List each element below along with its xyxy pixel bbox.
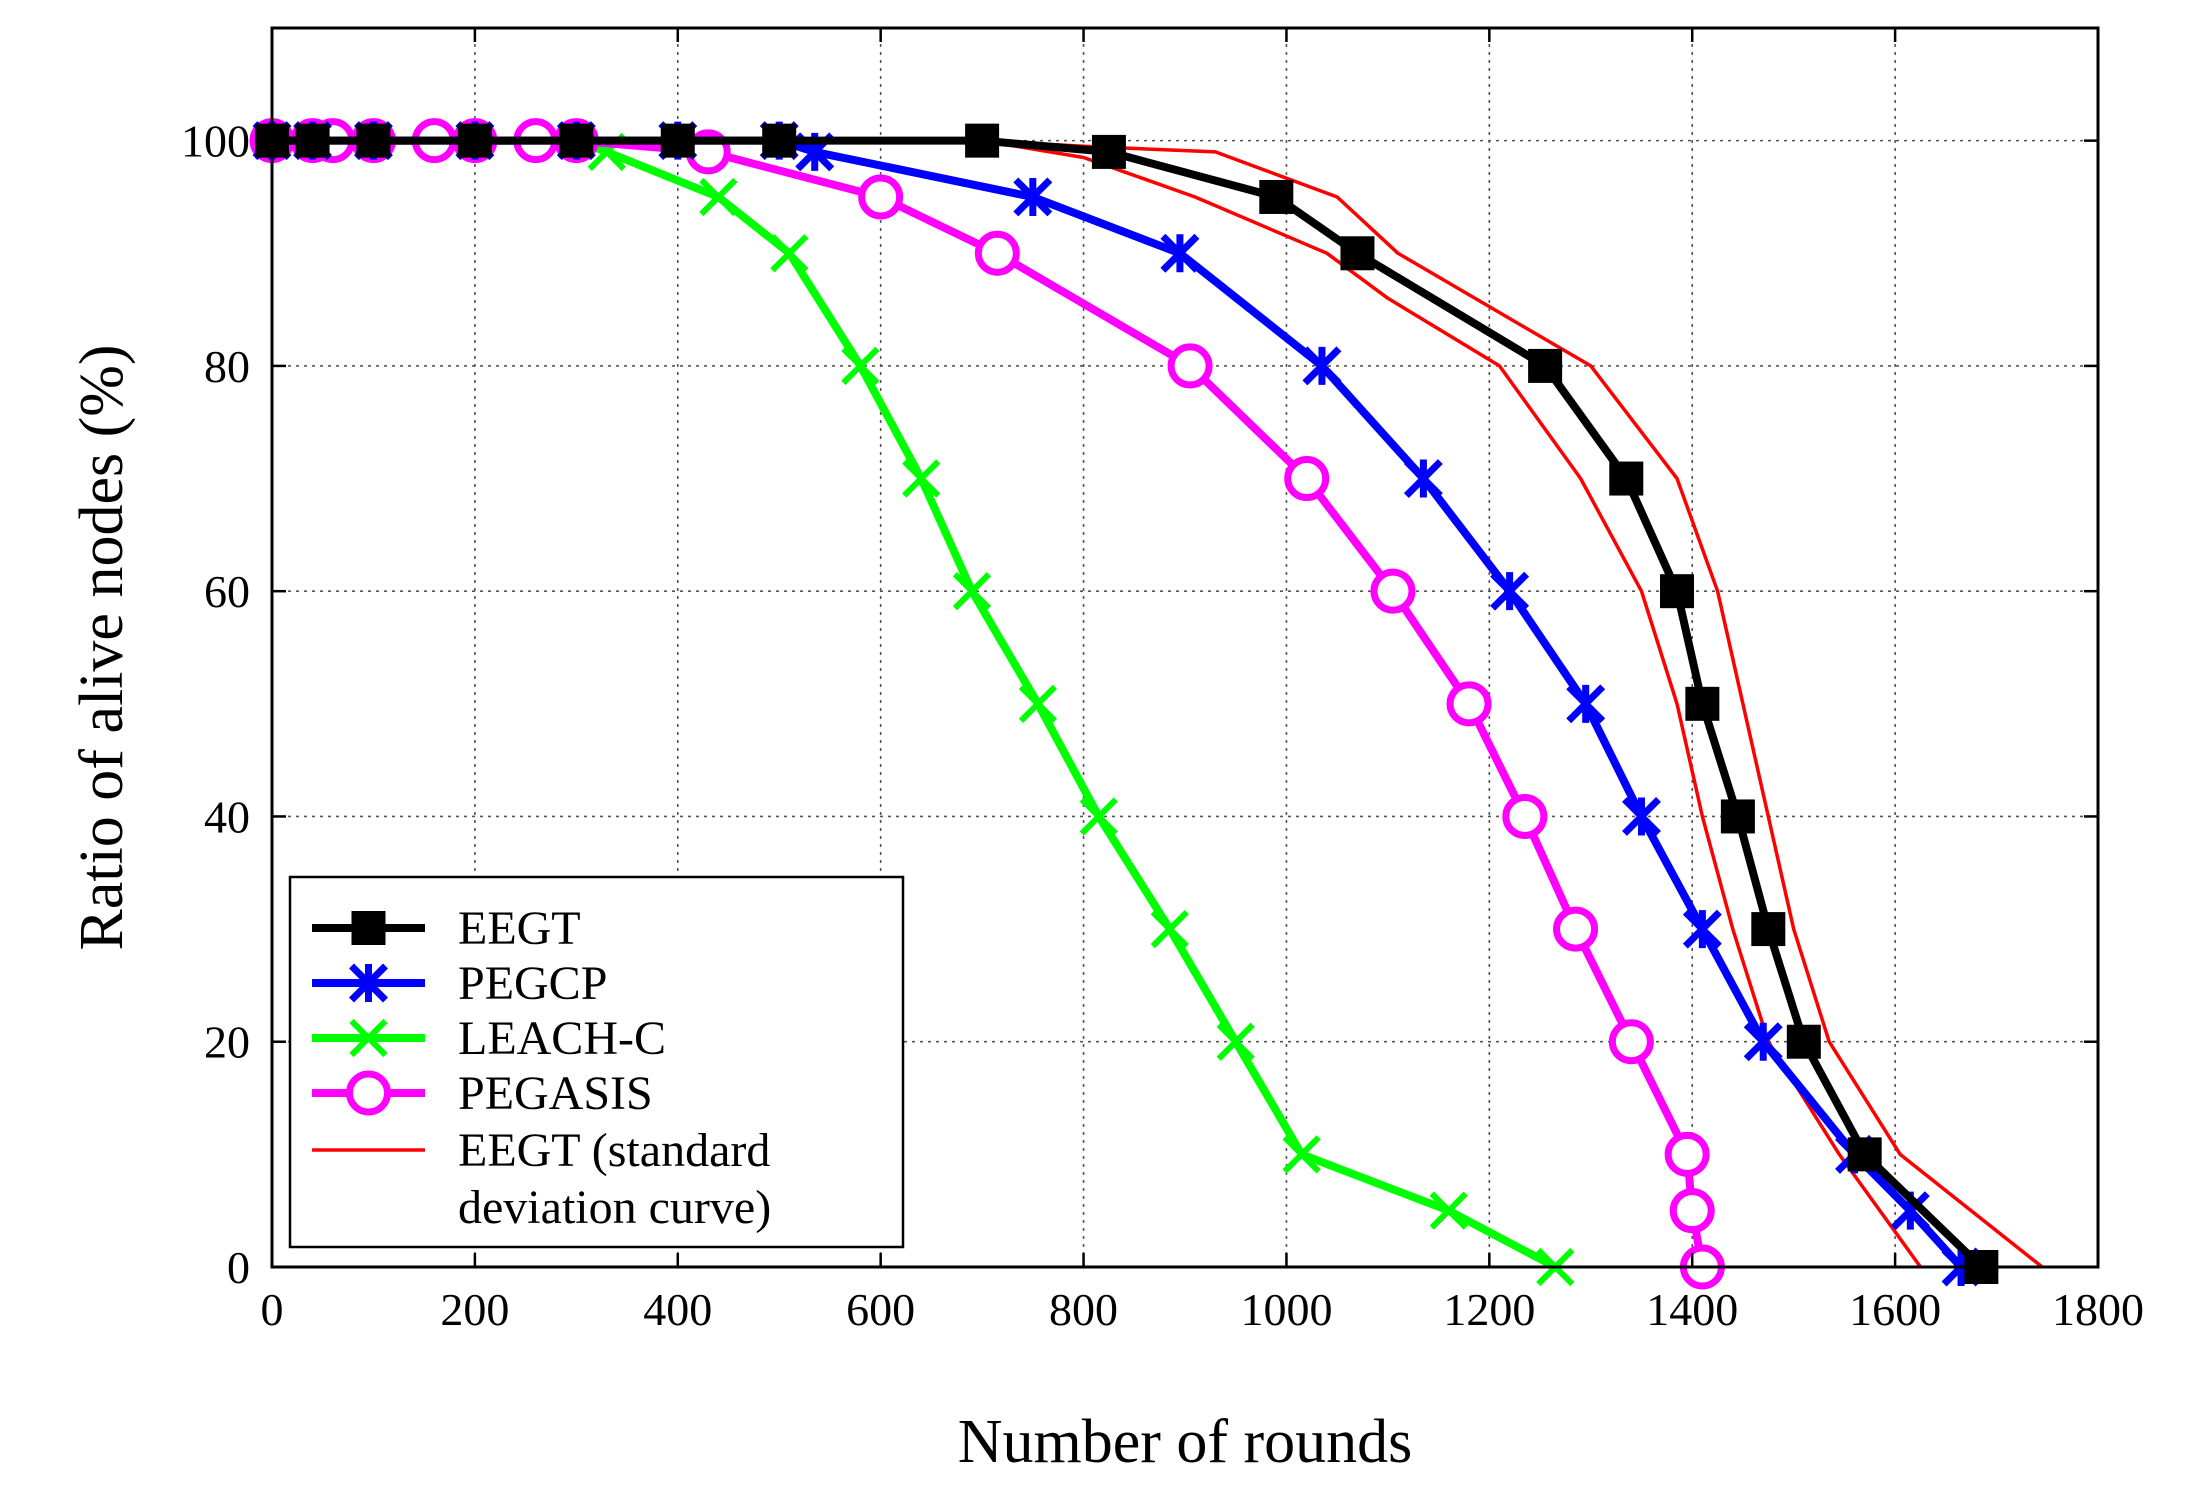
data-point-asterisk <box>1622 796 1661 836</box>
data-point-square <box>1609 461 1644 496</box>
data-point-circle <box>1502 793 1548 839</box>
x-tick-label: 600 <box>846 1284 915 1335</box>
data-point-square <box>1340 236 1375 271</box>
data-point-square <box>1660 574 1695 609</box>
data-point-square <box>660 123 695 158</box>
data-point-circle <box>346 1070 391 1116</box>
data-point-asterisk <box>1302 346 1342 386</box>
legend-sample-1 <box>312 963 425 1003</box>
legend-sample-0 <box>312 911 425 945</box>
x-axis-title: Number of rounds <box>958 1408 1413 1476</box>
data-point-asterisk <box>1013 177 1053 217</box>
data-point-asterisk <box>1743 1022 1783 1062</box>
data-point-square <box>1685 686 1720 721</box>
data-point-square <box>356 123 391 158</box>
axis-ticks: 0 200 400 600 800 1000 1200 1400 1600 1800 0 20 40 60… <box>181 28 2144 1335</box>
x-tick-label: 1200 <box>1443 1284 1535 1335</box>
x-tick-label: 800 <box>1049 1284 1118 1335</box>
data-point-square <box>1720 799 1755 834</box>
y-tick-label: 100 <box>181 116 250 167</box>
plot-series <box>249 118 2044 1290</box>
data-point-circle <box>858 174 904 220</box>
data-point-square <box>559 123 594 158</box>
legend-label: EEGT <box>458 902 581 955</box>
series-line <box>982 138 2044 1269</box>
series-4 <box>982 138 2044 1269</box>
legend-label: PEGCP <box>458 957 607 1010</box>
data-point-x <box>1079 797 1118 836</box>
data-point-x <box>1018 684 1058 723</box>
data-point-asterisk <box>349 963 388 1003</box>
data-point-square <box>1751 912 1786 947</box>
plot-area-frame <box>270 26 2100 1269</box>
data-point-circle <box>1664 1131 1710 1177</box>
legend-sample-3 <box>312 1070 425 1116</box>
data-point-circle <box>1370 568 1416 614</box>
data-point-square <box>762 123 797 158</box>
data-point-circle <box>1669 1188 1715 1234</box>
data-point-x <box>699 177 738 217</box>
y-tick-label: 60 <box>204 566 250 617</box>
y-tick-label: 20 <box>204 1017 250 1068</box>
data-point-square <box>1091 134 1126 169</box>
data-point-circle <box>974 230 1020 276</box>
y-axis-title: Ratio of alive nodes (%) <box>68 344 136 950</box>
data-point-x <box>952 572 992 611</box>
data-point-asterisk <box>1403 459 1443 499</box>
data-point-asterisk <box>1682 909 1722 949</box>
x-tick-label: 0 <box>261 1284 284 1335</box>
data-point-asterisk <box>1566 684 1606 724</box>
data-point-x <box>841 346 880 386</box>
legend-sample-2 <box>312 1018 425 1058</box>
data-point-square <box>1847 1137 1882 1172</box>
x-tick-label: 1600 <box>1849 1284 1941 1335</box>
legend-label: LEACH-C <box>458 1012 666 1065</box>
data-point-circle <box>1167 343 1213 389</box>
x-tick-label: 1000 <box>1240 1284 1332 1335</box>
y-tick-label: 0 <box>227 1242 250 1293</box>
data-point-x <box>770 234 809 273</box>
data-point-square <box>1528 348 1563 383</box>
series-0 <box>255 123 1999 1284</box>
data-point-circle <box>1608 1019 1654 1065</box>
data-point-x <box>349 1018 388 1058</box>
y-tick-label: 40 <box>204 791 250 842</box>
data-point-x <box>1150 909 1189 949</box>
data-point-circle <box>1446 681 1492 727</box>
legend-box <box>288 875 905 1249</box>
data-point-asterisk <box>1160 233 1200 273</box>
legend-label: deviation curve) <box>458 1181 771 1234</box>
x-tick-label: 1400 <box>1646 1284 1738 1335</box>
x-tick-label: 200 <box>440 1284 509 1335</box>
y-tick-label: 80 <box>204 341 250 392</box>
data-point-circle <box>1553 906 1599 952</box>
x-tick-label: 1800 <box>2052 1284 2144 1335</box>
x-tick-label: 400 <box>643 1284 712 1335</box>
data-point-x <box>1216 1022 1255 1061</box>
data-point-circle <box>1284 456 1330 502</box>
data-point-asterisk <box>1490 571 1530 611</box>
data-point-x <box>902 459 941 498</box>
legend-label: EEGT (standard <box>458 1124 770 1177</box>
data-point-x <box>1429 1191 1468 1230</box>
data-point-square <box>351 911 386 945</box>
data-point-square <box>295 123 330 158</box>
data-point-square <box>457 123 492 158</box>
data-point-square <box>965 123 1000 158</box>
data-point-square <box>1786 1024 1821 1059</box>
legend-label: PEGASIS <box>458 1067 653 1120</box>
data-point-square <box>1259 179 1294 214</box>
data-point-x <box>1282 1135 1321 1174</box>
